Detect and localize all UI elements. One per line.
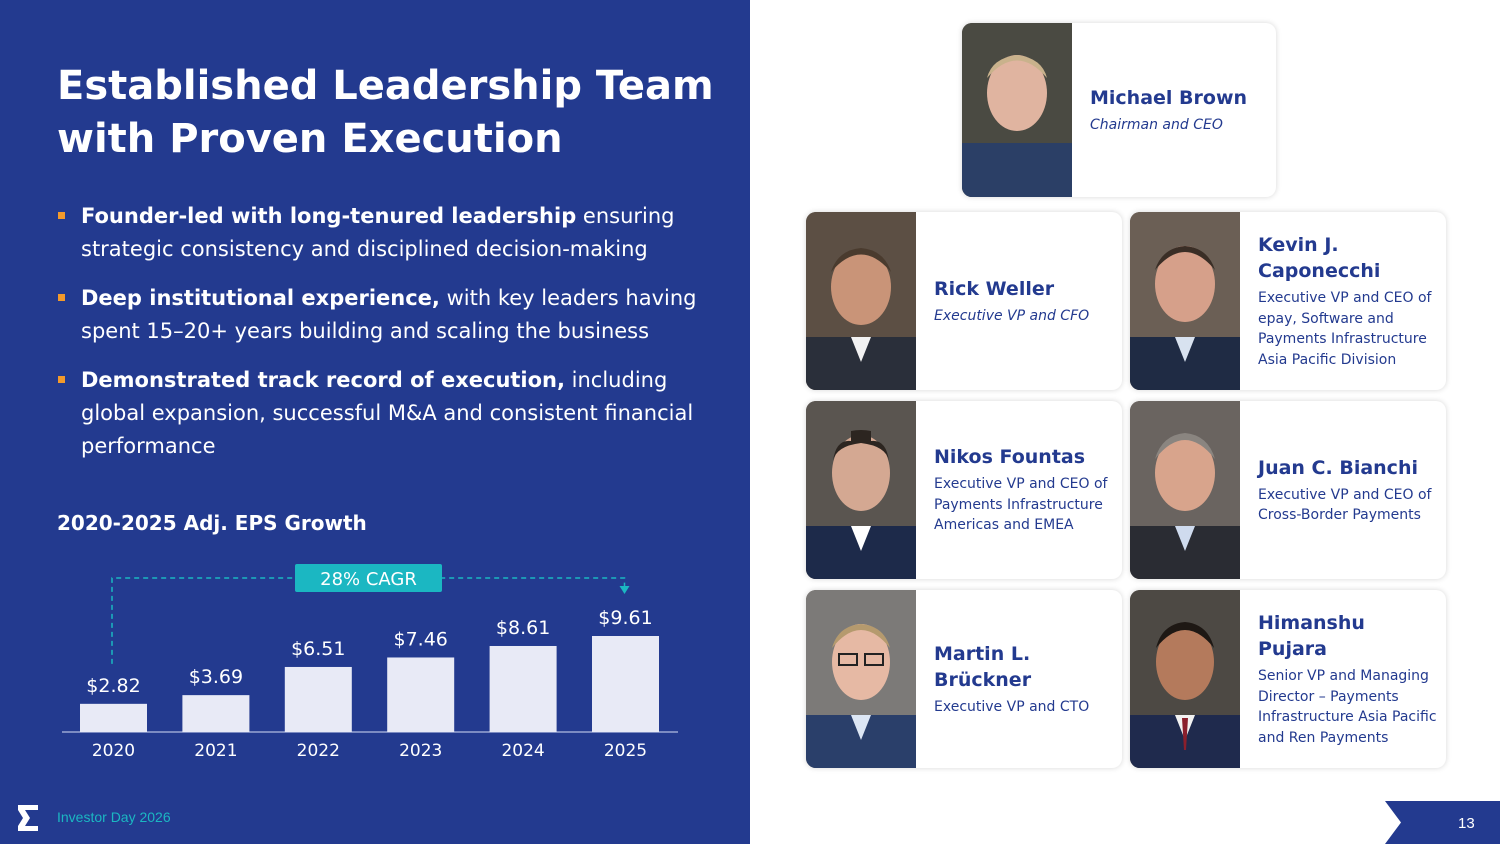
- x-tick-label: 2023: [399, 741, 442, 761]
- bar-value-label: $9.61: [598, 607, 652, 629]
- slide-title: Established Leadership Team with Proven …: [57, 60, 717, 166]
- x-tick-label: 2020: [92, 741, 135, 761]
- person-name: Nikos Fountas: [934, 446, 1086, 469]
- team-card: Rick Weller Executive VP and CFO: [806, 212, 1122, 390]
- bullet-bold-text: Founder-led with long-tenured leadership: [81, 204, 577, 228]
- x-tick-label: 2024: [501, 741, 544, 761]
- eps-bar: [80, 703, 147, 732]
- bar-value-label: $7.46: [393, 628, 447, 650]
- person-role: Executive VP and CTO: [934, 698, 1090, 715]
- title-line-2: with Proven Execution: [57, 116, 563, 162]
- eps-bar: [387, 657, 455, 732]
- team-card: Martin L. Brückner Executive VP and CTO: [806, 590, 1122, 768]
- company-logo-icon: [18, 805, 38, 831]
- person-name: Rick Weller: [934, 277, 1055, 300]
- portrait-photo: [962, 23, 1072, 197]
- x-tick-label: 2021: [194, 741, 237, 761]
- page-number-arrow-icon: [1385, 801, 1500, 844]
- team-card: Michael Brown Chairman and CEO: [962, 23, 1276, 197]
- person-name: Martin L. Brückner: [934, 642, 1032, 691]
- bullet-bold-text: Deep institutional experience,: [81, 286, 440, 310]
- bar-value-label: $2.82: [86, 675, 140, 697]
- title-line-1: Established Leadership Team: [57, 63, 714, 109]
- x-tick-label: 2022: [297, 741, 340, 761]
- footer-event-label: Investor Day 2026: [57, 809, 171, 825]
- bullet-bold-text: Demonstrated track record of execution,: [81, 368, 565, 392]
- portrait-photo: [1130, 590, 1240, 768]
- person-role: Executive VP and CEO of Payments Infrast…: [934, 476, 1108, 534]
- person-role: Executive VP and CEO of epay, Software a…: [1258, 290, 1432, 368]
- team-card: Juan C. Bianchi Executive VP and CEO of …: [1130, 401, 1446, 579]
- bar-value-label: $8.61: [496, 617, 550, 639]
- portrait-photo: [1130, 401, 1240, 579]
- person-name: Kevin J. Caponecchi: [1258, 234, 1381, 282]
- person-role: Executive VP and CFO: [934, 307, 1090, 324]
- team-card: Nikos Fountas Executive VP and CEO of Pa…: [806, 401, 1122, 579]
- bullet-square-icon: [58, 294, 65, 301]
- bar-value-label: $3.69: [189, 666, 243, 688]
- person-name: Michael Brown: [1090, 86, 1248, 109]
- portrait-photo: [1130, 212, 1240, 390]
- person-name: Juan C. Bianchi: [1258, 456, 1418, 479]
- portrait-photo: [806, 401, 916, 579]
- eps-bar: [592, 636, 659, 732]
- cagr-badge: [295, 564, 442, 592]
- bullet-item: Founder-led with long-tenured leadership…: [58, 200, 698, 266]
- portrait-photo: [806, 212, 916, 390]
- eps-bar-chart: $2.82 2020 $3.69 2021 $6.51 2022 $7.46 2023 $8.6…: [62, 564, 678, 761]
- bullet-square-icon: [58, 212, 65, 219]
- chart-title: 2020-2025 Adj. EPS Growth: [57, 511, 367, 535]
- eps-bar: [182, 695, 250, 732]
- x-tick-label: 2025: [604, 741, 647, 761]
- portrait-photo: [806, 590, 916, 768]
- person-role: Executive VP and CEO of Cross-Border Pay…: [1258, 486, 1432, 524]
- person-role: Senior VP and Managing Director – Paymen…: [1258, 668, 1437, 746]
- bullet-list: Founder-led with long-tenured leadership…: [58, 200, 698, 479]
- left-panel: Established Leadership Team with Proven …: [0, 0, 750, 844]
- bullet-square-icon: [58, 376, 65, 383]
- bullet-item: Deep institutional experience, with key …: [58, 282, 698, 348]
- bar-value-label: $6.51: [291, 638, 345, 660]
- person-role: Chairman and CEO: [1090, 116, 1223, 133]
- bullet-text: including global expansion, successful M…: [81, 368, 694, 458]
- person-name: Himanshu Pujara: [1258, 612, 1365, 660]
- cagr-label: 28% CAGR: [320, 569, 417, 590]
- cagr-arrowhead-icon: [619, 586, 630, 594]
- bullet-item: Demonstrated track record of execution, …: [58, 364, 698, 463]
- bullet-text: ensuring strategic consistency and disci…: [81, 204, 675, 261]
- page-number: 13: [1458, 815, 1475, 832]
- eps-bar: [489, 645, 557, 732]
- eps-bar: [284, 666, 352, 732]
- bullet-text: with key leaders having spent 15–20+ yea…: [81, 286, 697, 343]
- team-card: Himanshu Pujara Senior VP and Managing D…: [1130, 590, 1446, 768]
- team-card: Kevin J. Caponecchi Executive VP and CEO…: [1130, 212, 1446, 390]
